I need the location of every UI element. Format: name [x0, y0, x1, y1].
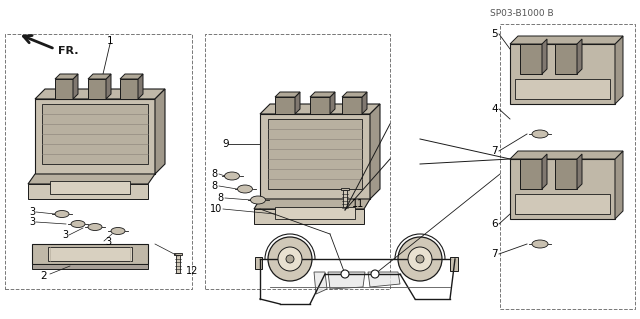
Polygon shape [106, 74, 111, 99]
Polygon shape [138, 74, 143, 99]
Ellipse shape [225, 172, 239, 180]
Ellipse shape [237, 185, 253, 193]
Circle shape [278, 247, 302, 271]
Ellipse shape [55, 211, 69, 218]
Text: 5: 5 [492, 29, 498, 39]
Text: 6: 6 [492, 219, 498, 229]
Polygon shape [120, 79, 138, 99]
Polygon shape [555, 159, 577, 189]
Polygon shape [515, 194, 610, 214]
Polygon shape [510, 36, 623, 44]
Polygon shape [35, 89, 165, 99]
Circle shape [371, 270, 379, 278]
Polygon shape [88, 74, 111, 79]
Circle shape [398, 237, 442, 281]
Polygon shape [28, 174, 155, 184]
Polygon shape [35, 99, 155, 174]
Polygon shape [577, 154, 582, 189]
Polygon shape [32, 244, 148, 264]
Text: 4: 4 [492, 104, 498, 114]
Circle shape [408, 247, 432, 271]
Polygon shape [615, 151, 623, 219]
Polygon shape [515, 79, 610, 99]
Text: FR.: FR. [58, 46, 79, 56]
Circle shape [286, 255, 294, 263]
Polygon shape [314, 272, 327, 294]
Polygon shape [295, 92, 300, 114]
Polygon shape [343, 190, 347, 208]
Text: 12: 12 [186, 266, 198, 276]
Text: 8: 8 [218, 193, 224, 203]
Polygon shape [120, 74, 143, 79]
Polygon shape [341, 188, 349, 190]
Text: 8: 8 [212, 181, 218, 191]
Polygon shape [42, 104, 148, 164]
Polygon shape [50, 181, 130, 194]
Text: 8: 8 [212, 169, 218, 179]
Polygon shape [450, 257, 458, 271]
Polygon shape [260, 114, 370, 199]
Polygon shape [48, 247, 132, 261]
Polygon shape [32, 264, 148, 269]
Ellipse shape [250, 196, 266, 204]
Polygon shape [55, 74, 78, 79]
Text: SP03-B1000 B: SP03-B1000 B [490, 10, 554, 19]
Polygon shape [368, 272, 400, 287]
Polygon shape [55, 79, 73, 99]
Polygon shape [174, 253, 182, 255]
Polygon shape [342, 97, 362, 114]
Circle shape [341, 270, 349, 278]
Polygon shape [510, 159, 615, 219]
Polygon shape [28, 184, 148, 199]
Text: 11: 11 [352, 199, 364, 209]
Polygon shape [520, 159, 542, 189]
Polygon shape [155, 89, 165, 174]
Text: 7: 7 [492, 146, 498, 156]
Ellipse shape [111, 227, 125, 234]
Circle shape [268, 237, 312, 281]
Polygon shape [275, 207, 355, 219]
Polygon shape [268, 119, 362, 189]
Ellipse shape [88, 224, 102, 231]
Polygon shape [370, 104, 380, 199]
Polygon shape [275, 97, 295, 114]
Polygon shape [176, 255, 180, 273]
Polygon shape [362, 92, 367, 114]
Polygon shape [275, 92, 300, 97]
Polygon shape [520, 44, 542, 74]
Polygon shape [510, 44, 615, 104]
Polygon shape [542, 154, 547, 189]
Text: 1: 1 [107, 36, 114, 46]
Text: 2: 2 [40, 271, 47, 281]
Text: 9: 9 [222, 139, 228, 149]
Polygon shape [342, 92, 367, 97]
Polygon shape [577, 39, 582, 74]
Text: 3: 3 [29, 217, 35, 227]
Polygon shape [254, 199, 370, 209]
Text: 7: 7 [492, 249, 498, 259]
Polygon shape [328, 272, 365, 289]
Circle shape [416, 255, 424, 263]
Polygon shape [615, 36, 623, 104]
Text: 3: 3 [29, 207, 35, 217]
Polygon shape [330, 92, 335, 114]
Ellipse shape [532, 240, 548, 248]
Text: 3: 3 [62, 230, 68, 240]
Polygon shape [255, 257, 262, 269]
Ellipse shape [71, 220, 85, 227]
Polygon shape [260, 104, 380, 114]
Ellipse shape [532, 130, 548, 138]
Polygon shape [254, 209, 364, 224]
Polygon shape [542, 39, 547, 74]
Polygon shape [73, 74, 78, 99]
Polygon shape [310, 97, 330, 114]
Polygon shape [88, 79, 106, 99]
Polygon shape [310, 92, 335, 97]
Text: 3: 3 [105, 237, 111, 247]
Polygon shape [555, 44, 577, 74]
Polygon shape [510, 151, 623, 159]
Text: 10: 10 [210, 204, 222, 214]
